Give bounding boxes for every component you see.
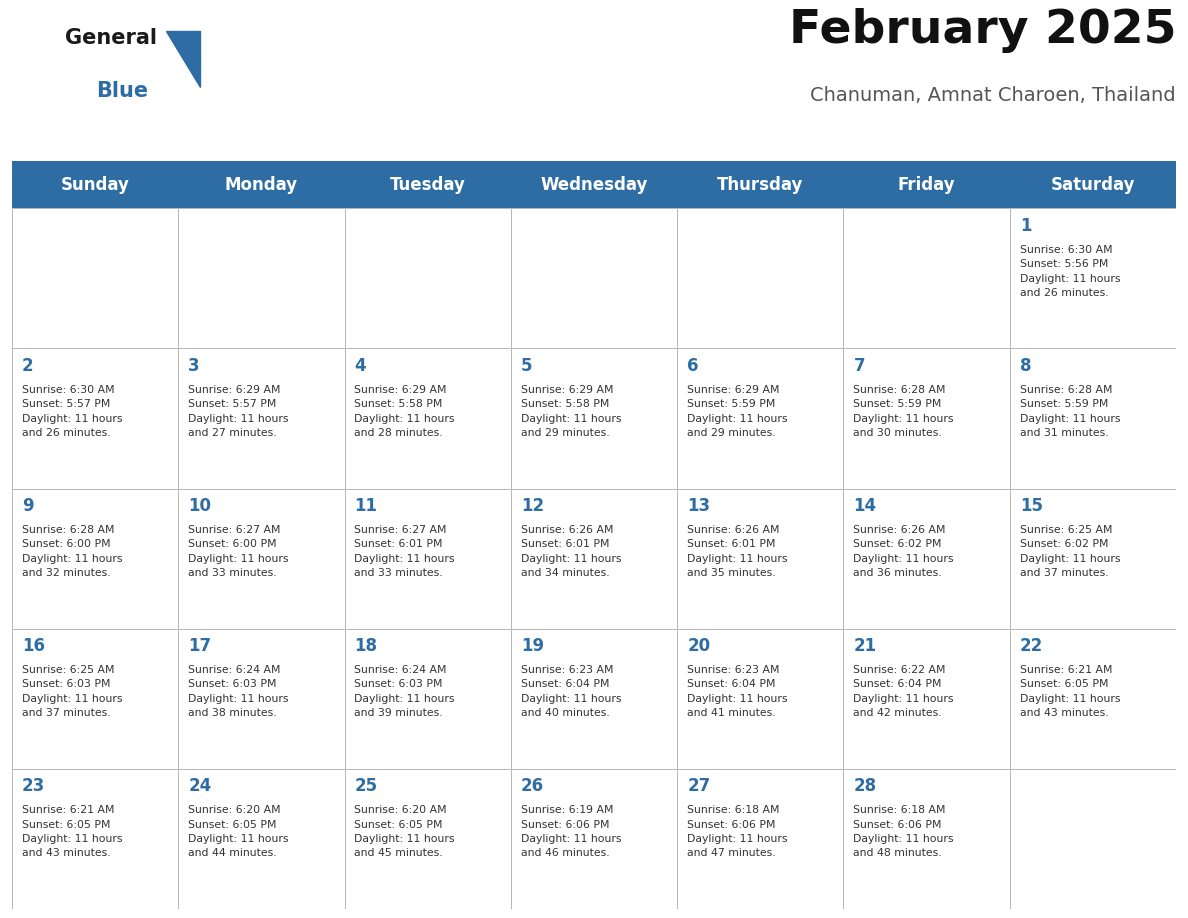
Text: Sunrise: 6:23 AM
Sunset: 6:04 PM
Daylight: 11 hours
and 41 minutes.: Sunrise: 6:23 AM Sunset: 6:04 PM Dayligh… — [687, 665, 788, 718]
Text: Sunrise: 6:28 AM
Sunset: 5:59 PM
Daylight: 11 hours
and 30 minutes.: Sunrise: 6:28 AM Sunset: 5:59 PM Dayligh… — [853, 385, 954, 438]
Text: Sunrise: 6:18 AM
Sunset: 6:06 PM
Daylight: 11 hours
and 48 minutes.: Sunrise: 6:18 AM Sunset: 6:06 PM Dayligh… — [853, 805, 954, 858]
Text: Sunrise: 6:28 AM
Sunset: 6:00 PM
Daylight: 11 hours
and 32 minutes.: Sunrise: 6:28 AM Sunset: 6:00 PM Dayligh… — [21, 525, 122, 578]
Text: Sunrise: 6:19 AM
Sunset: 6:06 PM
Daylight: 11 hours
and 46 minutes.: Sunrise: 6:19 AM Sunset: 6:06 PM Dayligh… — [520, 805, 621, 858]
Text: Sunrise: 6:25 AM
Sunset: 6:02 PM
Daylight: 11 hours
and 37 minutes.: Sunrise: 6:25 AM Sunset: 6:02 PM Dayligh… — [1019, 525, 1120, 578]
Text: 26: 26 — [520, 778, 544, 795]
Text: 4: 4 — [354, 357, 366, 375]
Text: 18: 18 — [354, 637, 378, 655]
Text: Sunrise: 6:22 AM
Sunset: 6:04 PM
Daylight: 11 hours
and 42 minutes.: Sunrise: 6:22 AM Sunset: 6:04 PM Dayligh… — [853, 665, 954, 718]
Text: Blue: Blue — [96, 81, 148, 101]
Text: 11: 11 — [354, 497, 378, 515]
Text: Tuesday: Tuesday — [390, 175, 466, 194]
Text: Sunrise: 6:26 AM
Sunset: 6:01 PM
Daylight: 11 hours
and 34 minutes.: Sunrise: 6:26 AM Sunset: 6:01 PM Dayligh… — [520, 525, 621, 578]
Text: 6: 6 — [687, 357, 699, 375]
Text: 15: 15 — [1019, 497, 1043, 515]
Text: 27: 27 — [687, 778, 710, 795]
Text: Sunrise: 6:26 AM
Sunset: 6:02 PM
Daylight: 11 hours
and 36 minutes.: Sunrise: 6:26 AM Sunset: 6:02 PM Dayligh… — [853, 525, 954, 578]
Text: 17: 17 — [188, 637, 211, 655]
Text: Monday: Monday — [225, 175, 298, 194]
Text: 9: 9 — [21, 497, 33, 515]
Text: Thursday: Thursday — [718, 175, 803, 194]
Text: Friday: Friday — [898, 175, 955, 194]
Text: 24: 24 — [188, 778, 211, 795]
Text: Sunrise: 6:27 AM
Sunset: 6:00 PM
Daylight: 11 hours
and 33 minutes.: Sunrise: 6:27 AM Sunset: 6:00 PM Dayligh… — [188, 525, 289, 578]
Text: 19: 19 — [520, 637, 544, 655]
Text: 2: 2 — [21, 357, 33, 375]
Text: 1: 1 — [1019, 217, 1031, 235]
Text: Sunrise: 6:24 AM
Sunset: 6:03 PM
Daylight: 11 hours
and 39 minutes.: Sunrise: 6:24 AM Sunset: 6:03 PM Dayligh… — [354, 665, 455, 718]
Text: Sunrise: 6:20 AM
Sunset: 6:05 PM
Daylight: 11 hours
and 45 minutes.: Sunrise: 6:20 AM Sunset: 6:05 PM Dayligh… — [354, 805, 455, 858]
Polygon shape — [166, 31, 200, 87]
Text: Sunrise: 6:20 AM
Sunset: 6:05 PM
Daylight: 11 hours
and 44 minutes.: Sunrise: 6:20 AM Sunset: 6:05 PM Dayligh… — [188, 805, 289, 858]
Text: 28: 28 — [853, 778, 877, 795]
Text: Sunrise: 6:29 AM
Sunset: 5:57 PM
Daylight: 11 hours
and 27 minutes.: Sunrise: 6:29 AM Sunset: 5:57 PM Dayligh… — [188, 385, 289, 438]
Text: 5: 5 — [520, 357, 532, 375]
Text: 3: 3 — [188, 357, 200, 375]
Text: 20: 20 — [687, 637, 710, 655]
Text: Sunday: Sunday — [61, 175, 129, 194]
Text: Sunrise: 6:25 AM
Sunset: 6:03 PM
Daylight: 11 hours
and 37 minutes.: Sunrise: 6:25 AM Sunset: 6:03 PM Dayligh… — [21, 665, 122, 718]
Text: General: General — [65, 28, 157, 48]
Text: 16: 16 — [21, 637, 45, 655]
Text: 21: 21 — [853, 637, 877, 655]
Text: Wednesday: Wednesday — [541, 175, 647, 194]
Text: Sunrise: 6:29 AM
Sunset: 5:58 PM
Daylight: 11 hours
and 28 minutes.: Sunrise: 6:29 AM Sunset: 5:58 PM Dayligh… — [354, 385, 455, 438]
Text: Sunrise: 6:28 AM
Sunset: 5:59 PM
Daylight: 11 hours
and 31 minutes.: Sunrise: 6:28 AM Sunset: 5:59 PM Dayligh… — [1019, 385, 1120, 438]
Text: 22: 22 — [1019, 637, 1043, 655]
Text: Sunrise: 6:23 AM
Sunset: 6:04 PM
Daylight: 11 hours
and 40 minutes.: Sunrise: 6:23 AM Sunset: 6:04 PM Dayligh… — [520, 665, 621, 718]
Text: Sunrise: 6:21 AM
Sunset: 6:05 PM
Daylight: 11 hours
and 43 minutes.: Sunrise: 6:21 AM Sunset: 6:05 PM Dayligh… — [21, 805, 122, 858]
Text: Sunrise: 6:29 AM
Sunset: 5:58 PM
Daylight: 11 hours
and 29 minutes.: Sunrise: 6:29 AM Sunset: 5:58 PM Dayligh… — [520, 385, 621, 438]
Text: 23: 23 — [21, 778, 45, 795]
Text: 25: 25 — [354, 778, 378, 795]
Text: Sunrise: 6:26 AM
Sunset: 6:01 PM
Daylight: 11 hours
and 35 minutes.: Sunrise: 6:26 AM Sunset: 6:01 PM Dayligh… — [687, 525, 788, 578]
Text: Sunrise: 6:24 AM
Sunset: 6:03 PM
Daylight: 11 hours
and 38 minutes.: Sunrise: 6:24 AM Sunset: 6:03 PM Dayligh… — [188, 665, 289, 718]
Text: 13: 13 — [687, 497, 710, 515]
Text: 7: 7 — [853, 357, 865, 375]
Text: 10: 10 — [188, 497, 211, 515]
Text: Sunrise: 6:27 AM
Sunset: 6:01 PM
Daylight: 11 hours
and 33 minutes.: Sunrise: 6:27 AM Sunset: 6:01 PM Dayligh… — [354, 525, 455, 578]
Text: Chanuman, Amnat Charoen, Thailand: Chanuman, Amnat Charoen, Thailand — [810, 86, 1176, 105]
Text: Sunrise: 6:29 AM
Sunset: 5:59 PM
Daylight: 11 hours
and 29 minutes.: Sunrise: 6:29 AM Sunset: 5:59 PM Dayligh… — [687, 385, 788, 438]
Text: Sunrise: 6:30 AM
Sunset: 5:56 PM
Daylight: 11 hours
and 26 minutes.: Sunrise: 6:30 AM Sunset: 5:56 PM Dayligh… — [1019, 245, 1120, 298]
Text: February 2025: February 2025 — [789, 7, 1176, 53]
Text: Sunrise: 6:30 AM
Sunset: 5:57 PM
Daylight: 11 hours
and 26 minutes.: Sunrise: 6:30 AM Sunset: 5:57 PM Dayligh… — [21, 385, 122, 438]
Text: 8: 8 — [1019, 357, 1031, 375]
Text: 14: 14 — [853, 497, 877, 515]
Text: Sunrise: 6:21 AM
Sunset: 6:05 PM
Daylight: 11 hours
and 43 minutes.: Sunrise: 6:21 AM Sunset: 6:05 PM Dayligh… — [1019, 665, 1120, 718]
Text: Sunrise: 6:18 AM
Sunset: 6:06 PM
Daylight: 11 hours
and 47 minutes.: Sunrise: 6:18 AM Sunset: 6:06 PM Dayligh… — [687, 805, 788, 858]
Text: Saturday: Saturday — [1050, 175, 1136, 194]
Text: 12: 12 — [520, 497, 544, 515]
